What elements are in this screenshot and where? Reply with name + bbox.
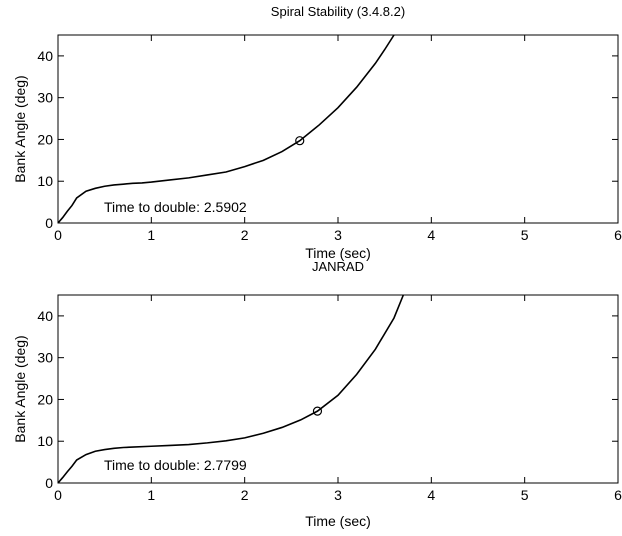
y-tick-label: 0 (45, 475, 53, 491)
plot-frame (57, 34, 619, 224)
y-tick-label: 30 (37, 350, 53, 366)
plot-frame (57, 294, 619, 484)
x-tick-label: 4 (427, 487, 435, 503)
x-axis-label: Time (sec) (305, 513, 371, 529)
x-tick-label: 4 (427, 227, 435, 243)
x-axis-label: Time (sec) (305, 245, 371, 261)
annotation-text: Time to double: 2.5902 (104, 199, 247, 215)
y-tick-label: 10 (37, 173, 53, 189)
y-axis-label: Bank Angle (deg) (12, 335, 28, 442)
chart-bottom: JANRAD 0 1 2 3 4 5 6 0 10 20 30 40 Time to double:… (12, 259, 622, 529)
series-line (57, 294, 405, 484)
x-ticks: 0 1 2 3 4 5 6 (54, 35, 622, 243)
x-tick-label: 0 (54, 227, 62, 243)
x-tick-label: 1 (147, 227, 155, 243)
y-tick-label: 20 (37, 131, 53, 147)
chart-title: Spiral Stability (3.4.8.2) (271, 4, 405, 19)
chart-title: JANRAD (312, 259, 364, 274)
x-tick-label: 6 (614, 487, 622, 503)
x-tick-label: 5 (521, 227, 529, 243)
y-tick-label: 10 (37, 433, 53, 449)
annotation-text: Time to double: 2.7799 (104, 457, 247, 473)
y-ticks: 0 10 20 30 40 (37, 48, 618, 231)
y-tick-label: 0 (45, 215, 53, 231)
x-tick-label: 3 (334, 487, 342, 503)
x-tick-label: 3 (334, 227, 342, 243)
y-tick-label: 40 (37, 308, 53, 324)
marker-point (312, 406, 323, 416)
marker-point (295, 136, 305, 146)
x-tick-label: 1 (147, 487, 155, 503)
x-tick-label: 2 (241, 487, 249, 503)
chart-top: Spiral Stability (3.4.8.2) 0 1 2 3 4 5 6 0 10 20… (12, 4, 622, 261)
y-ticks: 0 10 20 30 40 (37, 308, 618, 491)
x-tick-label: 0 (54, 487, 62, 503)
y-axis-label: Bank Angle (deg) (12, 75, 28, 182)
x-tick-label: 5 (521, 487, 529, 503)
series-line (57, 34, 395, 224)
x-ticks: 0 1 2 3 4 5 6 (54, 295, 622, 503)
y-tick-label: 40 (37, 48, 53, 64)
x-tick-label: 2 (241, 227, 249, 243)
y-tick-label: 20 (37, 391, 53, 407)
x-tick-label: 6 (614, 227, 622, 243)
y-tick-label: 30 (37, 90, 53, 106)
